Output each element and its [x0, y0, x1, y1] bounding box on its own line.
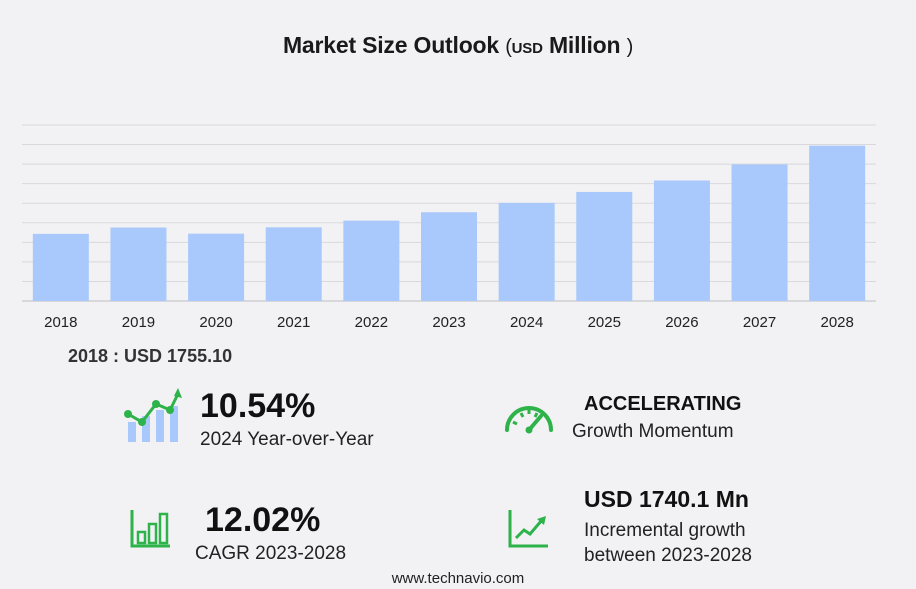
kpi-incremental-line1: Incremental growth: [584, 520, 746, 541]
kpi-yoy: 10.54% 2024 Year-over-Year: [200, 389, 374, 451]
bar-chart: 2018 2019 2020 2021 2022 2023 2024 2025 2026 2027…: [22, 124, 876, 331]
base-year-value: 2018 : USD 1755.10: [68, 346, 233, 366]
x-tick-label-2028: 2028: [820, 314, 853, 331]
kpi-cagr-label: CAGR 2023-2028: [195, 543, 347, 564]
x-tick-label-2019: 2019: [122, 314, 155, 331]
x-tick-label-2023: 2023: [432, 314, 465, 331]
title-paren-close: ): [626, 36, 634, 58]
bar-chart-icon: [130, 510, 170, 548]
kpi-momentum-label: Growth Momentum: [572, 421, 734, 442]
bar-2026: [653, 180, 710, 301]
title-paren-open: (: [505, 36, 512, 58]
kpi-incremental-value: USD 1740.1 Mn: [584, 486, 749, 512]
x-tick-label-2022: 2022: [355, 314, 388, 331]
title-main: Market Size Outlook: [282, 32, 499, 58]
kpi-incremental-line2: between 2023-2028: [584, 544, 752, 566]
kpi-momentum: ACCELERATING Growth Momentum: [572, 393, 741, 445]
bar-2024: [498, 202, 555, 301]
bar-2023: [421, 212, 477, 301]
bar-2025: [576, 191, 633, 301]
chart-title: Market Size Outlook (USD Million ): [0, 32, 916, 59]
x-tick-label-2020: 2020: [199, 314, 232, 331]
kpi-yoy-label: 2024 Year-over-Year: [200, 429, 374, 450]
title-unit-big: Million: [548, 32, 621, 58]
speedometer-icon: [505, 406, 553, 434]
bar-2021: [265, 227, 322, 301]
kpi-cagr-value: 12.02%: [205, 501, 321, 539]
bar-2018: [32, 233, 89, 301]
kpi-momentum-value: ACCELERATING: [584, 393, 742, 415]
x-tick-label-2027: 2027: [743, 314, 776, 331]
kpi-yoy-value: 10.54%: [200, 387, 316, 425]
growth-bars-icon: [124, 388, 182, 442]
bar-2027: [731, 164, 788, 301]
kpi-incremental: USD 1740.1 Mn Incremental growth between…: [584, 486, 752, 568]
x-tick-label-2021: 2021: [277, 314, 310, 331]
kpi-cagr: 12.02% CAGR 2023-2028: [195, 503, 346, 565]
title-unit-small: USD: [511, 40, 543, 57]
footer-url: www.technavio.com: [391, 570, 525, 587]
bar-2028: [809, 145, 866, 301]
x-tick-label-2024: 2024: [510, 314, 543, 331]
bar-2022: [343, 220, 400, 301]
x-tick-label-2025: 2025: [588, 314, 621, 331]
bar-2019: [110, 227, 167, 301]
line-chart-icon: [508, 510, 548, 548]
x-tick-label-2018: 2018: [44, 314, 77, 331]
bar-2020: [188, 233, 245, 301]
x-tick-label-2026: 2026: [665, 314, 698, 331]
